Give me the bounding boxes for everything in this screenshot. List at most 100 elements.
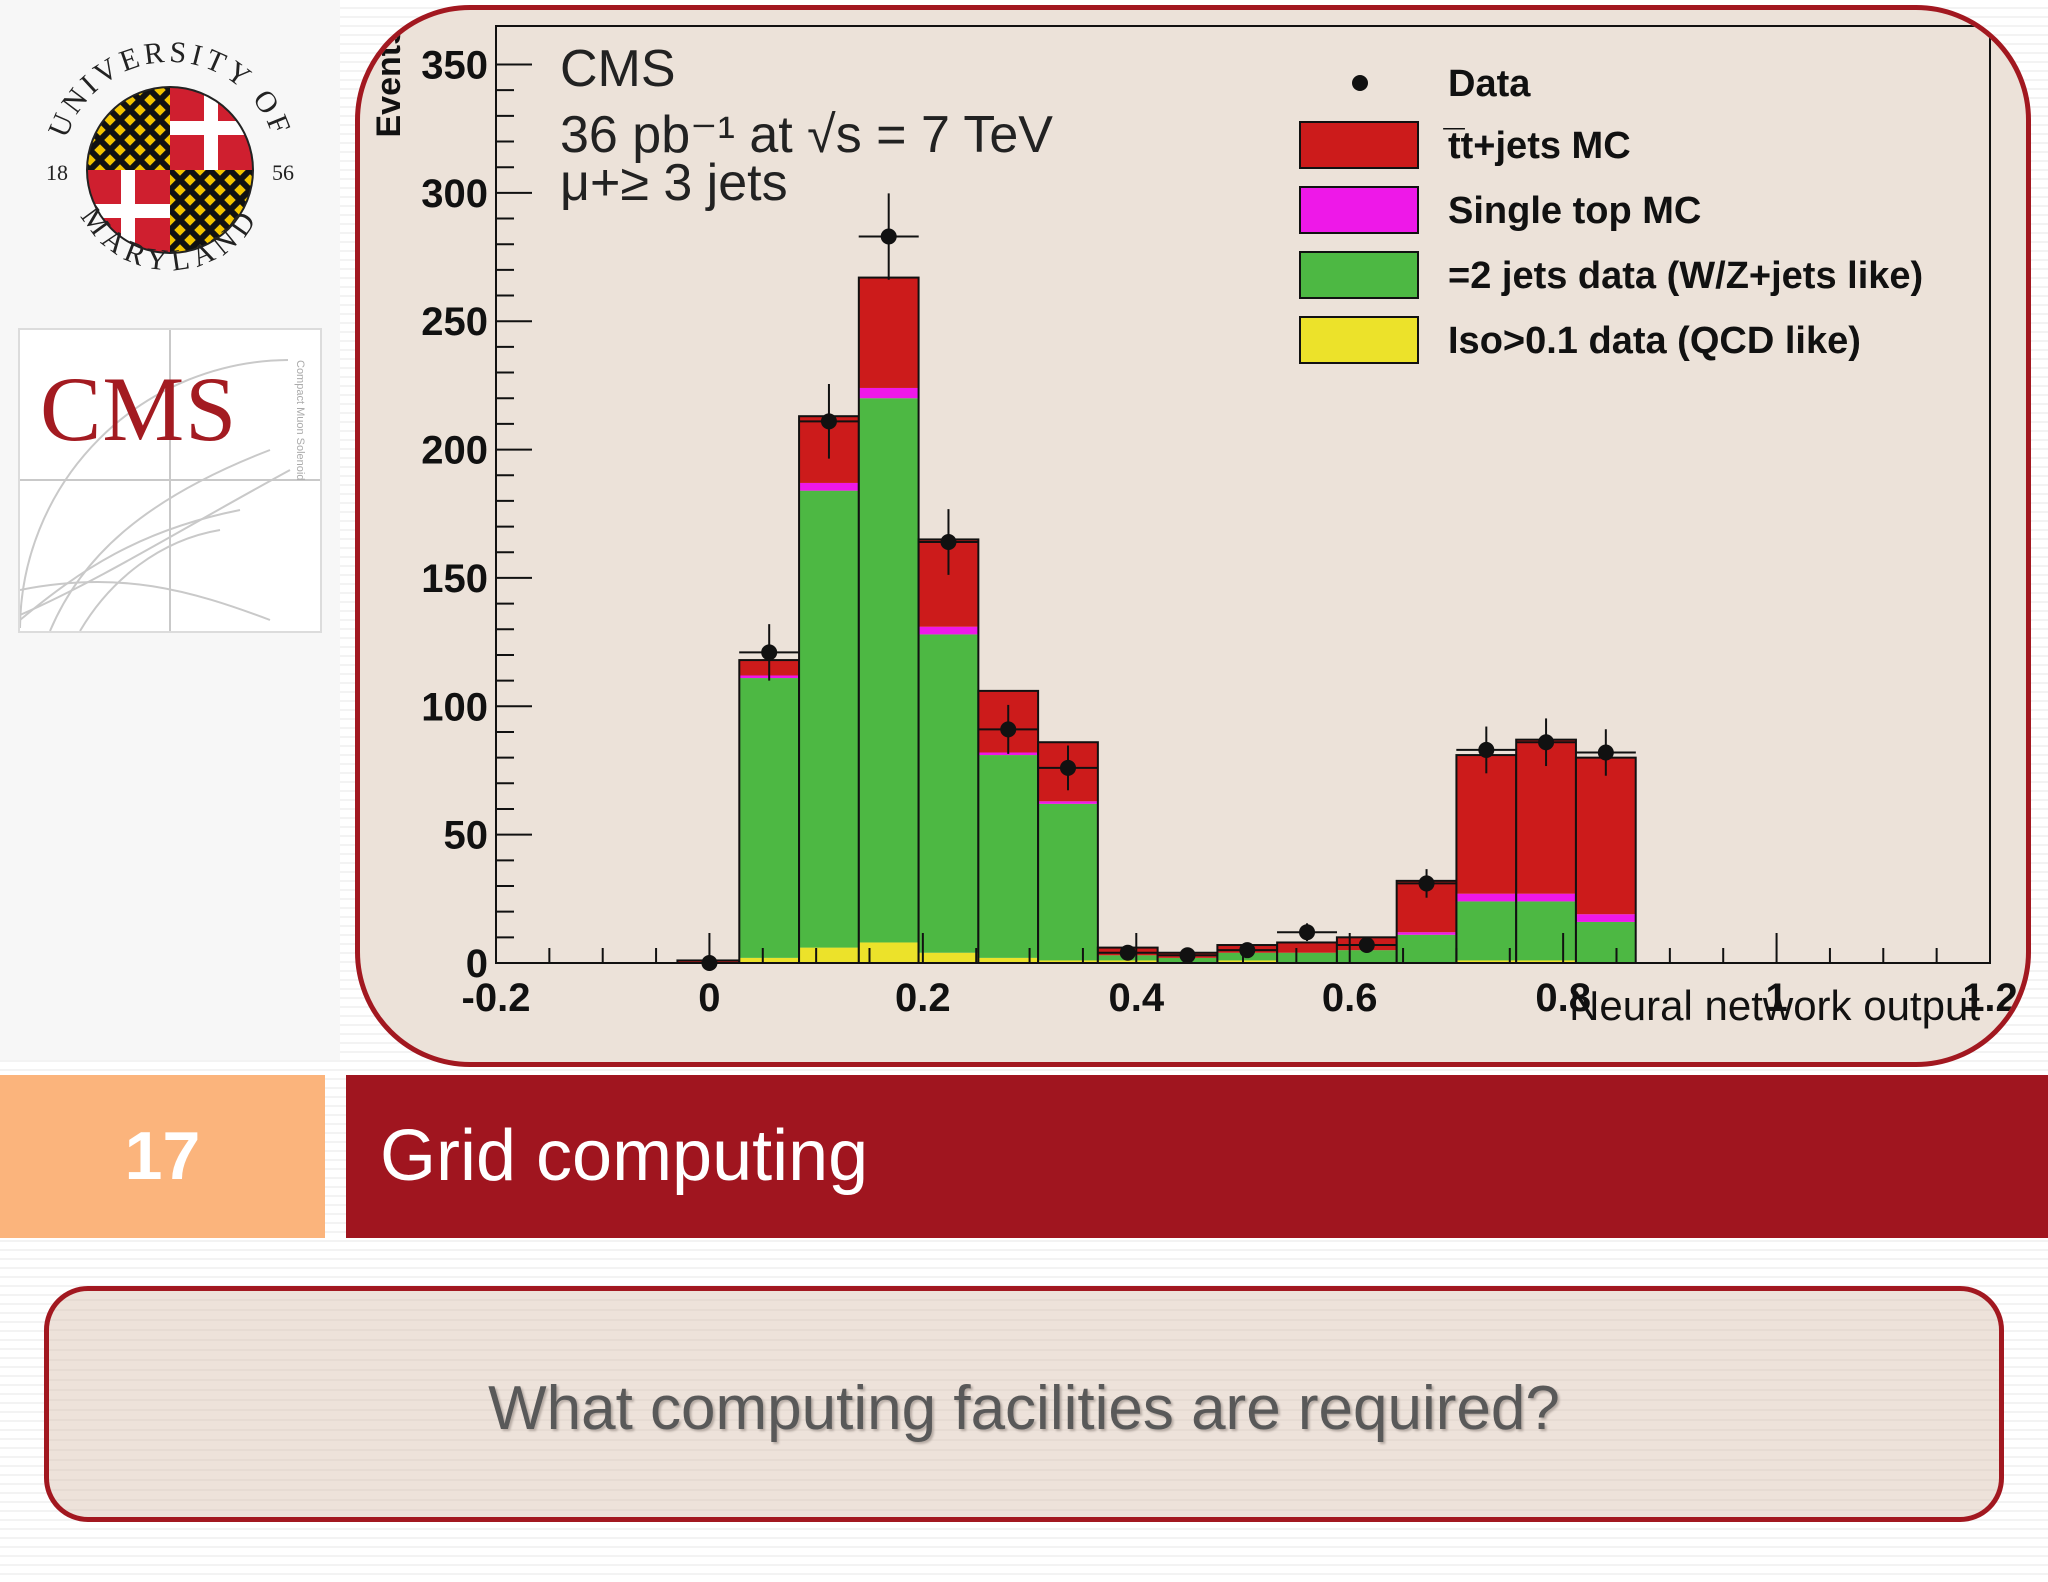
umd-year-right: 56 [272, 160, 294, 185]
x-tick-label-7: 1.2 [1962, 976, 2018, 1020]
bar-segment-s2-bin2 [799, 482, 859, 491]
slide-number: 17 [124, 1118, 201, 1194]
axis-ticks [495, 63, 1991, 964]
data-point-4 [940, 533, 957, 550]
legend-label-1: =2 jets data (W/Z+jets like) [1448, 255, 1923, 297]
data-point-6 [1059, 759, 1076, 776]
bar-segment-s1-bin1 [739, 678, 800, 958]
legend-swatch-2 [1299, 186, 1419, 234]
data-point-11 [1358, 937, 1375, 954]
bar-segment-s0-bin13 [1456, 960, 1517, 963]
bar-segment-s0-bin5 [978, 957, 1039, 963]
data-point-5 [1000, 721, 1017, 738]
data-point-1 [761, 644, 778, 661]
bar-segment-s1-bin6 [1038, 803, 1098, 961]
bar-segment-s1-bin10 [1277, 952, 1337, 963]
data-point-14 [1538, 734, 1555, 751]
x-axis-label: Neural network output [1569, 982, 1980, 1029]
bar-segment-s0-bin6 [1038, 960, 1098, 963]
x-tick-label-4: 0.6 [1322, 976, 1378, 1020]
bar-segment-s3-bin13 [1456, 755, 1517, 894]
legend-swatch-1 [1299, 251, 1419, 299]
bar-segment-s1-bin3 [858, 398, 919, 943]
bar-segment-s2-bin6 [1038, 801, 1098, 804]
x-tick-label-0: -0.2 [462, 976, 531, 1020]
y-tick-label-6: 300 [421, 172, 488, 216]
bar-segment-s1-bin11 [1336, 950, 1397, 963]
data-point-12 [1418, 875, 1435, 892]
y-tick-label-5: 250 [421, 300, 488, 344]
slide-number-box: 17 [0, 1075, 325, 1238]
legend-swatch-3 [1299, 121, 1419, 169]
data-point-9 [1239, 942, 1256, 959]
data-points [679, 193, 1636, 971]
x-tick-label-5: 0.8 [1535, 976, 1591, 1020]
cms-logo-text: CMS [40, 358, 238, 460]
legend: Data t̅t+jets MC Single top MC =2 jets data… [1299, 63, 1923, 364]
data-point-7 [1119, 944, 1136, 961]
bar-segment-s1-bin4 [918, 634, 979, 953]
bar-segment-s3-bin10 [1277, 942, 1337, 953]
chart-frame: -0.2 0 0.2 0.4 0.6 0.8 1 1.2 0 50 100 150 200 250 300 3… [355, 5, 2031, 1067]
y-tick-label-2: 100 [421, 685, 488, 729]
question-text: What computing facilities are required? [488, 1374, 1560, 1443]
data-point-15 [1597, 744, 1614, 761]
bar-segment-s0-bin3 [858, 942, 919, 963]
data-point-13 [1478, 741, 1495, 758]
bar-segment-s2-bin13 [1456, 893, 1517, 902]
legend-label-data: Data [1448, 63, 1531, 105]
legend-label-2: Single top MC [1448, 190, 1701, 232]
y-tick-label-7: 350 [421, 44, 488, 88]
bar-segment-s2-bin14 [1516, 893, 1576, 902]
bar-segment-s2-bin15 [1575, 914, 1636, 922]
umd-year-left: 18 [46, 160, 68, 185]
x-tick-label-2: 0.2 [895, 976, 951, 1020]
legend-label-0: Iso>0.1 data (QCD like) [1448, 320, 1861, 362]
cms-logo-subtitle: Compact Muon Solenoid [294, 360, 306, 481]
bar-segment-s1-bin2 [799, 490, 859, 948]
x-tick-label-3: 0.4 [1108, 976, 1164, 1020]
data-point-2 [820, 413, 837, 430]
x-tick-label-6: 1 [1765, 976, 1787, 1020]
axis-labels: -0.2 0 0.2 0.4 0.6 0.8 1 1.20501001502002503003… [370, 26, 2018, 1029]
bar-segment-s2-bin4 [918, 626, 979, 635]
bar-segment-s2-bin12 [1396, 932, 1457, 935]
data-point-10 [1299, 924, 1316, 941]
annotation-selection: μ+≥ 3 jets [560, 154, 788, 212]
cms-logo-artwork [20, 330, 320, 631]
histogram-bars [676, 276, 1637, 965]
legend-label-3: t̅t+jets MC [1442, 125, 1630, 167]
y-axis-label: Events [370, 26, 408, 138]
title-bar: Grid computing [346, 1075, 2048, 1238]
y-tick-label-0: 0 [466, 942, 488, 986]
bar-segment-s3-bin3 [858, 277, 919, 388]
legend-marker-data [1352, 75, 1368, 91]
umd-seal-logo: UNIVERSITY OF MARYLAND 18 56 [42, 36, 294, 278]
bar-segment-s1-bin13 [1456, 901, 1517, 961]
bar-segment-s0-bin4 [918, 952, 979, 963]
y-tick-label-1: 50 [444, 814, 489, 858]
bar-segment-s0-bin1 [739, 957, 800, 963]
bar-segment-s0-bin14 [1516, 960, 1576, 963]
bar-segment-s0-bin9 [1217, 960, 1278, 963]
data-point-8 [1179, 947, 1196, 964]
bar-segment-s1-bin15 [1575, 921, 1636, 963]
slide-title: Grid computing [380, 1116, 869, 1196]
logo-column: UNIVERSITY OF MARYLAND 18 56 [0, 0, 340, 1060]
bar-segment-s0-bin7 [1097, 960, 1158, 963]
bar-segment-s0-bin2 [799, 947, 859, 963]
bar-segment-s2-bin3 [858, 387, 919, 399]
bar-segment-s1-bin14 [1516, 901, 1576, 961]
annotation-luminosity: 36 pb⁻¹ at √s = 7 TeV [560, 106, 1053, 164]
bar-segment-s1-bin5 [978, 755, 1039, 958]
histogram-chart: -0.2 0 0.2 0.4 0.6 0.8 1 1.20501001502002503003… [370, 25, 2018, 1029]
annotation-experiment: CMS [560, 40, 676, 98]
legend-swatch-0 [1299, 316, 1419, 364]
data-point-0 [701, 955, 718, 971]
cms-logo: CMS Compact Muon Solenoid [18, 328, 322, 633]
y-tick-label-3: 150 [421, 557, 488, 601]
bar-segment-s3-bin15 [1575, 757, 1636, 915]
bar-segment-s1-bin12 [1396, 934, 1457, 963]
